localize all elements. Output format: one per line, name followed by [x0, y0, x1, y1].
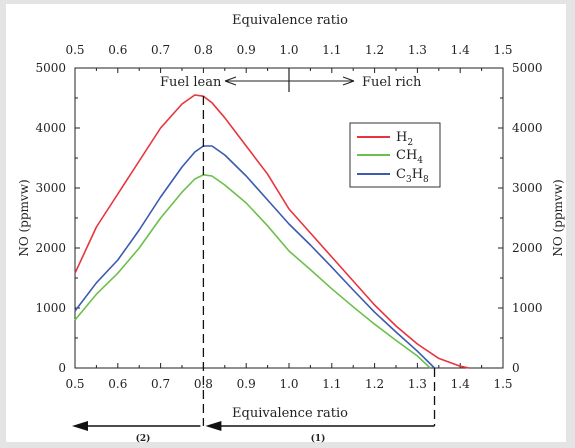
- right-axis-title: NO (ppmvw): [551, 179, 565, 256]
- x-tick-label-bottom: 1.1: [322, 377, 341, 391]
- x-tick-label-bottom: 1.2: [365, 377, 384, 391]
- x-tick-label-top: 1.3: [408, 43, 427, 57]
- series-line-h2: [74, 94, 469, 369]
- x-tick-label-bottom: 1.0: [279, 377, 298, 391]
- x-tick-label-top: 1.1: [322, 43, 341, 57]
- x-tick-label-top: 0.7: [151, 43, 170, 57]
- y-tick-label-left: 2000: [35, 241, 66, 255]
- left-axis-title: NO (ppmvw): [17, 179, 31, 256]
- fuel-lean-label: Fuel lean: [160, 75, 222, 90]
- y-tick-label-right: 0: [512, 361, 520, 375]
- region-2-arrowhead: [72, 421, 88, 431]
- y-tick-label-right: 4000: [512, 121, 543, 135]
- fuel-lean-arrowhead: [224, 76, 237, 86]
- y-tick-label-right: 2000: [512, 241, 543, 255]
- region-2-label: (2): [136, 433, 151, 444]
- x-tick-label-bottom: 0.9: [237, 377, 256, 391]
- x-tick-label-top: 0.8: [194, 43, 213, 57]
- region-1-label: (1): [311, 433, 326, 444]
- y-tick-label-left: 5000: [35, 61, 66, 75]
- fuel-rich-label: Fuel rich: [362, 75, 422, 90]
- axes-group: 0.50.50.60.60.70.70.80.80.90.91.01.01.11…: [35, 43, 542, 391]
- x-tick-label-top: 1.2: [365, 43, 384, 57]
- region-1-arrowhead: [205, 421, 222, 431]
- y-tick-label-left: 0: [58, 361, 66, 375]
- top-axis-title: Equivalence ratio: [232, 13, 348, 28]
- x-tick-label-top: 1.4: [451, 43, 470, 57]
- bottom-axis-title: Equivalence ratio: [232, 406, 348, 421]
- legend-label-c3h8: C3H8: [396, 167, 429, 185]
- series-line-ch4: [74, 174, 431, 369]
- fuel-rich-arrowhead: [342, 76, 355, 86]
- legend: H2 CH4 C3H8: [349, 122, 441, 188]
- legend-label-h2: H2: [396, 130, 413, 148]
- y-tick-label-left: 4000: [35, 121, 66, 135]
- y-tick-label-left: 1000: [35, 301, 66, 315]
- x-tick-label-bottom: 1.3: [408, 377, 427, 391]
- x-tick-label-top: 0.6: [108, 43, 127, 57]
- y-tick-label-left: 3000: [35, 181, 66, 195]
- x-tick-label-top: 1.5: [493, 43, 512, 57]
- x-tick-label-bottom: 0.5: [65, 377, 84, 391]
- x-tick-label-top: 0.9: [237, 43, 256, 57]
- y-tick-label-right: 3000: [512, 181, 543, 195]
- x-tick-label-bottom: 0.7: [151, 377, 170, 391]
- x-tick-label-top: 0.5: [65, 43, 84, 57]
- y-tick-label-right: 1000: [512, 301, 543, 315]
- y-tick-label-right: 5000: [512, 61, 543, 75]
- series-line-c3h8: [74, 145, 436, 369]
- x-tick-label-bottom: 1.4: [451, 377, 470, 391]
- annotation-group: [72, 68, 436, 431]
- x-tick-label-top: 1.0: [279, 43, 298, 57]
- x-tick-label-bottom: 0.6: [108, 377, 127, 391]
- series-group: [74, 94, 469, 369]
- legend-label-ch4: CH4: [396, 148, 423, 166]
- x-tick-label-bottom: 1.5: [493, 377, 512, 391]
